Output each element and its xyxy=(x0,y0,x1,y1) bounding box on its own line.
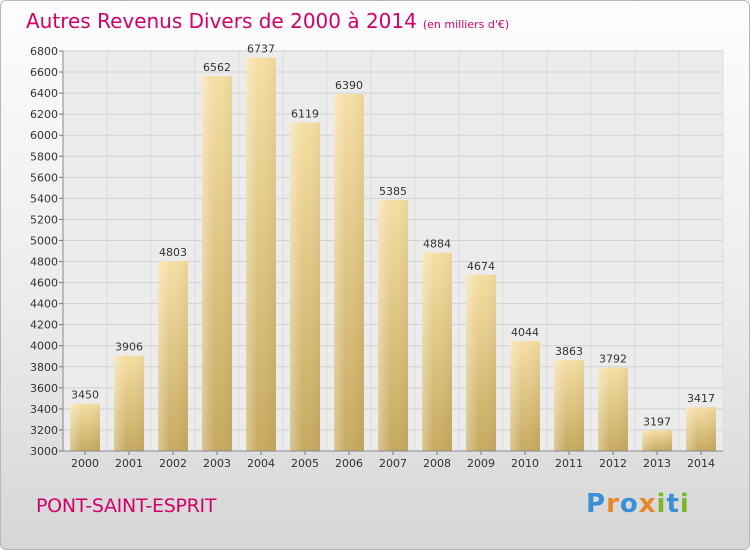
y-tick-label: 3000 xyxy=(30,445,58,458)
y-tick-label: 3200 xyxy=(30,424,58,437)
bar-shade xyxy=(158,261,188,451)
y-tick-label: 4600 xyxy=(30,277,58,290)
y-tick-label: 5000 xyxy=(30,234,58,247)
y-tick-label: 6200 xyxy=(30,108,58,121)
bar-shade xyxy=(598,367,628,451)
y-tick-label: 6800 xyxy=(30,45,58,58)
logo-letter: i xyxy=(656,489,667,519)
value-label: 6737 xyxy=(247,43,275,56)
y-tick-label: 4000 xyxy=(30,340,58,353)
y-tick-label: 3600 xyxy=(30,382,58,395)
bar-shade xyxy=(554,360,584,451)
bars: 3450 3906 4803 6562 6737 6119 6390 5385 4884 4674… xyxy=(70,43,716,452)
x-tick-label: 2008 xyxy=(423,457,451,470)
x-tick-label: 2005 xyxy=(291,457,319,470)
y-tick-label: 6400 xyxy=(30,87,58,100)
bar-shade xyxy=(686,407,716,451)
value-label: 3906 xyxy=(115,341,143,354)
x-tick-label: 2006 xyxy=(335,457,363,470)
x-tick-label: 2000 xyxy=(71,457,99,470)
bar-shade xyxy=(246,57,276,451)
y-tick-label: 3400 xyxy=(30,403,58,416)
proxiti-logo: Proxiti xyxy=(586,489,690,519)
bar-shade xyxy=(510,341,540,451)
x-tick-label: 2014 xyxy=(687,457,715,470)
x-tick-label: 2010 xyxy=(511,457,539,470)
bar-shade xyxy=(422,252,452,451)
unit-note: (en milliers d'€) xyxy=(422,18,510,31)
y-tick-label: 4800 xyxy=(30,256,58,269)
y-tick-label: 4400 xyxy=(30,298,58,311)
bar-shade xyxy=(290,122,320,452)
value-label: 3792 xyxy=(599,353,627,366)
title-text: Autres Revenus Divers de 2000 à 2014 xyxy=(26,9,417,33)
bar-shade xyxy=(642,430,672,451)
x-tick-label: 2001 xyxy=(115,457,143,470)
x-tick-label: 2003 xyxy=(203,457,231,470)
chart-title: Autres Revenus Divers de 2000 à 2014 (en … xyxy=(26,9,509,33)
logo-letter: i xyxy=(679,489,690,519)
value-label: 4674 xyxy=(467,260,495,273)
value-label: 6390 xyxy=(335,79,363,92)
value-label: 4044 xyxy=(511,326,539,339)
value-label: 6119 xyxy=(291,108,319,121)
value-label: 6562 xyxy=(203,61,231,74)
y-tick-label: 6600 xyxy=(30,66,58,79)
logo-letter: t xyxy=(666,489,680,519)
value-label: 4884 xyxy=(423,238,451,251)
value-label: 3417 xyxy=(687,392,715,405)
y-tick-label: 4200 xyxy=(30,319,58,332)
y-tick-label: 6000 xyxy=(30,129,58,142)
logo-letter: r xyxy=(606,489,620,519)
bar-shade xyxy=(466,274,496,451)
logo-letter: o xyxy=(619,489,639,519)
y-tick-label: 5200 xyxy=(30,213,58,226)
y-tick-label: 5600 xyxy=(30,171,58,184)
city-name: PONT-SAINT-ESPRIT xyxy=(36,495,217,517)
y-tick-label: 3800 xyxy=(30,361,58,374)
logo-letter: P xyxy=(586,489,607,519)
axes: 3000 3200 3400 3600 3800 4000 4200 4400 4600 4800… xyxy=(30,45,723,470)
value-label: 3450 xyxy=(71,389,99,402)
value-label: 3197 xyxy=(643,415,671,428)
bar-shade xyxy=(202,76,232,451)
logo-letter: x xyxy=(638,489,657,519)
value-label: 3863 xyxy=(555,345,583,358)
bar-shade xyxy=(70,403,100,451)
bar-shade xyxy=(114,355,144,451)
x-tick-label: 2011 xyxy=(555,457,583,470)
y-tick-label: 5800 xyxy=(30,150,58,163)
x-tick-label: 2004 xyxy=(247,457,275,470)
x-tick-label: 2012 xyxy=(599,457,627,470)
y-tick-label: 5400 xyxy=(30,192,58,205)
x-tick-label: 2009 xyxy=(467,457,495,470)
bar-shade xyxy=(334,94,364,451)
x-tick-label: 2002 xyxy=(159,457,187,470)
x-tick-label: 2007 xyxy=(379,457,407,470)
value-label: 5385 xyxy=(379,185,407,198)
value-label: 4803 xyxy=(159,246,187,259)
bar-shade xyxy=(378,199,408,451)
x-tick-label: 2013 xyxy=(643,457,671,470)
